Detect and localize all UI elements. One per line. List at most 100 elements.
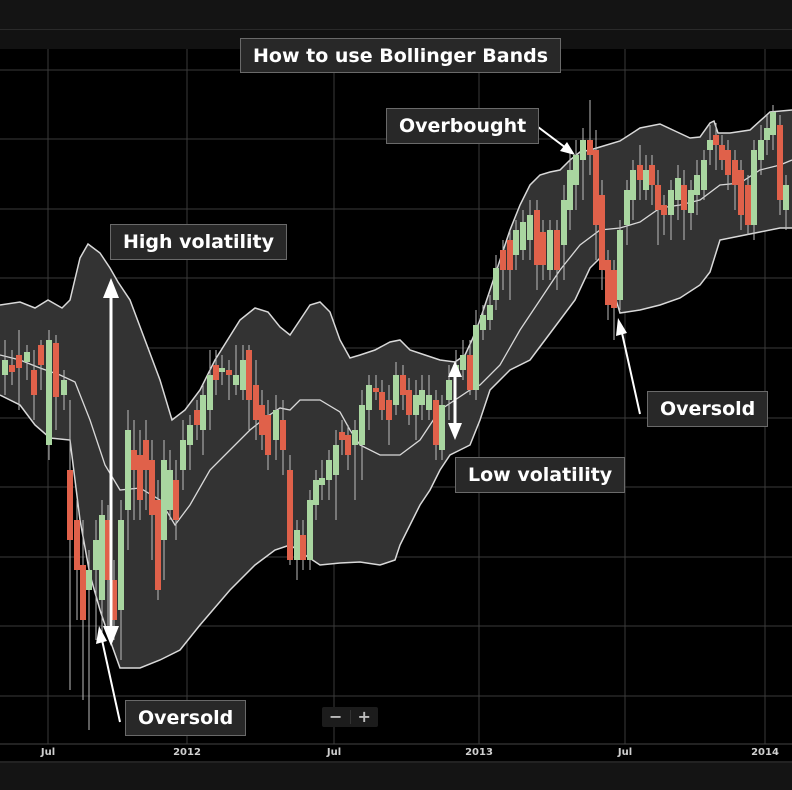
candle <box>719 135 725 170</box>
oversold-right-arrow-head-icon <box>616 318 627 336</box>
candle <box>599 180 605 290</box>
oversold-right-label: Oversold <box>647 391 769 427</box>
high-volatility-arrow-up-icon <box>103 278 119 298</box>
candle <box>265 400 271 470</box>
candle <box>527 200 533 260</box>
candle <box>373 375 379 400</box>
candle <box>707 125 713 165</box>
candle <box>507 230 513 300</box>
top-bar <box>0 0 792 30</box>
candle <box>366 375 372 430</box>
candle <box>713 123 719 170</box>
candle <box>513 220 519 270</box>
low-volatility-arrow-down-icon <box>448 423 462 440</box>
oversold-left-arrow-shaft <box>101 639 121 723</box>
candle <box>587 100 593 175</box>
candle <box>473 310 479 400</box>
candle <box>400 365 406 410</box>
candle <box>200 385 206 455</box>
candle <box>339 420 345 455</box>
candle <box>580 128 586 200</box>
zoom-controls: − + <box>322 707 378 727</box>
candle <box>668 180 674 240</box>
candle <box>573 140 579 210</box>
candle <box>534 200 540 290</box>
candle <box>24 345 30 380</box>
oversold-left-arrow-head-icon <box>96 626 107 644</box>
overbought-arrow-head-icon <box>560 142 575 155</box>
x-axis-tick-label: Jul <box>40 747 56 758</box>
candle <box>783 175 789 230</box>
candle <box>738 160 744 230</box>
candle <box>240 345 246 400</box>
chart-title: How to use Bollinger Bands <box>240 38 562 73</box>
candle <box>294 520 300 580</box>
candle <box>540 220 546 280</box>
candle <box>333 430 339 520</box>
candle <box>777 115 783 215</box>
candle <box>624 180 630 245</box>
high-volatility-arrow-down-icon <box>103 626 119 646</box>
candle <box>379 380 385 420</box>
candle <box>605 250 611 320</box>
candle <box>426 375 432 420</box>
candle <box>675 165 681 220</box>
candle <box>180 420 186 490</box>
candle <box>688 180 694 230</box>
candle <box>701 150 707 200</box>
candle <box>187 415 193 470</box>
candle <box>386 385 392 445</box>
candle <box>280 400 286 475</box>
candle <box>9 350 15 385</box>
candle <box>118 500 124 660</box>
candle <box>655 170 661 245</box>
candle <box>758 125 764 175</box>
candle <box>406 378 412 425</box>
candle <box>313 470 319 520</box>
candle <box>480 305 486 340</box>
candle <box>500 240 506 290</box>
candle <box>617 220 623 310</box>
candle <box>161 440 167 580</box>
candle <box>352 420 358 500</box>
candle <box>16 330 22 410</box>
candle <box>213 350 219 395</box>
candle <box>143 420 149 510</box>
x-axis-tick-label: 2014 <box>751 747 779 758</box>
x-axis-tick-label: 2013 <box>465 747 493 758</box>
candle <box>125 410 131 550</box>
candle <box>155 480 161 600</box>
zoom-out-button[interactable]: − <box>329 707 343 726</box>
candle <box>131 420 137 520</box>
candle <box>661 195 667 235</box>
upper-band-line <box>0 109 792 422</box>
zoom-separator <box>349 710 351 724</box>
candle <box>219 355 225 385</box>
candle <box>681 170 687 240</box>
zoom-in-button[interactable]: + <box>357 707 371 726</box>
high-volatility-label: High volatility <box>110 224 288 260</box>
candle <box>413 380 419 440</box>
x-axis-tick-label: 2012 <box>173 747 201 758</box>
candle <box>649 155 655 205</box>
candle <box>446 365 452 420</box>
candle <box>637 145 643 200</box>
overbought-label: Overbought <box>386 108 540 144</box>
candle <box>307 490 313 570</box>
candle <box>493 255 499 310</box>
candle <box>554 220 560 290</box>
candle <box>74 500 80 620</box>
bollinger-chart[interactable] <box>0 0 792 760</box>
candle <box>287 455 293 565</box>
candle <box>567 150 573 230</box>
candle <box>273 395 279 460</box>
candle <box>520 210 526 260</box>
candle <box>149 440 155 560</box>
candle <box>226 360 232 400</box>
candle <box>764 115 770 155</box>
candle <box>561 185 567 280</box>
oversold-right-arrow-shaft <box>621 332 641 415</box>
overbought-arrow-shaft <box>537 126 567 149</box>
oversold-left-label: Oversold <box>125 700 247 736</box>
low-volatility-arrow-up-icon <box>448 361 462 377</box>
